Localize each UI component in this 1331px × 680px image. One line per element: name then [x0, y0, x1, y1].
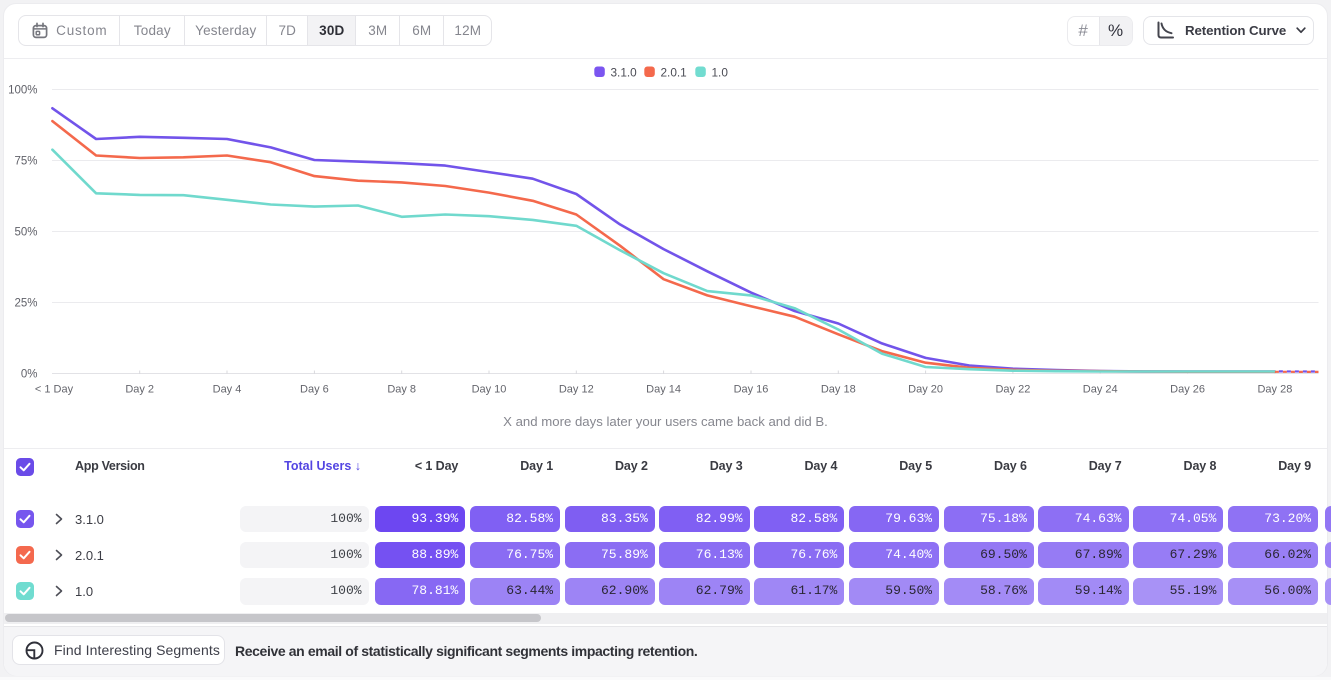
- svg-text:100%: 100%: [8, 85, 37, 97]
- svg-text:Day 22: Day 22: [995, 384, 1030, 396]
- svg-text:Day 18: Day 18: [821, 384, 856, 396]
- svg-text:Day 20: Day 20: [908, 384, 943, 396]
- svg-text:25%: 25%: [14, 298, 37, 310]
- svg-text:Day 24: Day 24: [1083, 384, 1118, 396]
- svg-text:Day 28: Day 28: [1257, 384, 1292, 396]
- svg-text:Day 12: Day 12: [559, 384, 594, 396]
- svg-text:Day 16: Day 16: [734, 384, 769, 396]
- svg-text:50%: 50%: [14, 227, 37, 239]
- svg-text:1.0: 1.0: [712, 65, 729, 79]
- svg-text:Day 4: Day 4: [213, 384, 242, 396]
- svg-text:0%: 0%: [21, 369, 38, 381]
- svg-text:< 1 Day: < 1 Day: [35, 384, 74, 396]
- svg-text:X and more days later your use: X and more days later your users came ba…: [503, 414, 828, 429]
- svg-text:Day 6: Day 6: [300, 384, 329, 396]
- svg-text:Day 14: Day 14: [646, 384, 681, 396]
- svg-text:75%: 75%: [14, 156, 37, 168]
- svg-text:Day 8: Day 8: [387, 384, 416, 396]
- svg-text:2.0.1: 2.0.1: [661, 65, 687, 79]
- svg-text:Day 2: Day 2: [125, 384, 154, 396]
- svg-text:Day 10: Day 10: [472, 384, 507, 396]
- svg-text:Day 26: Day 26: [1170, 384, 1205, 396]
- svg-text:3.1.0: 3.1.0: [611, 65, 638, 79]
